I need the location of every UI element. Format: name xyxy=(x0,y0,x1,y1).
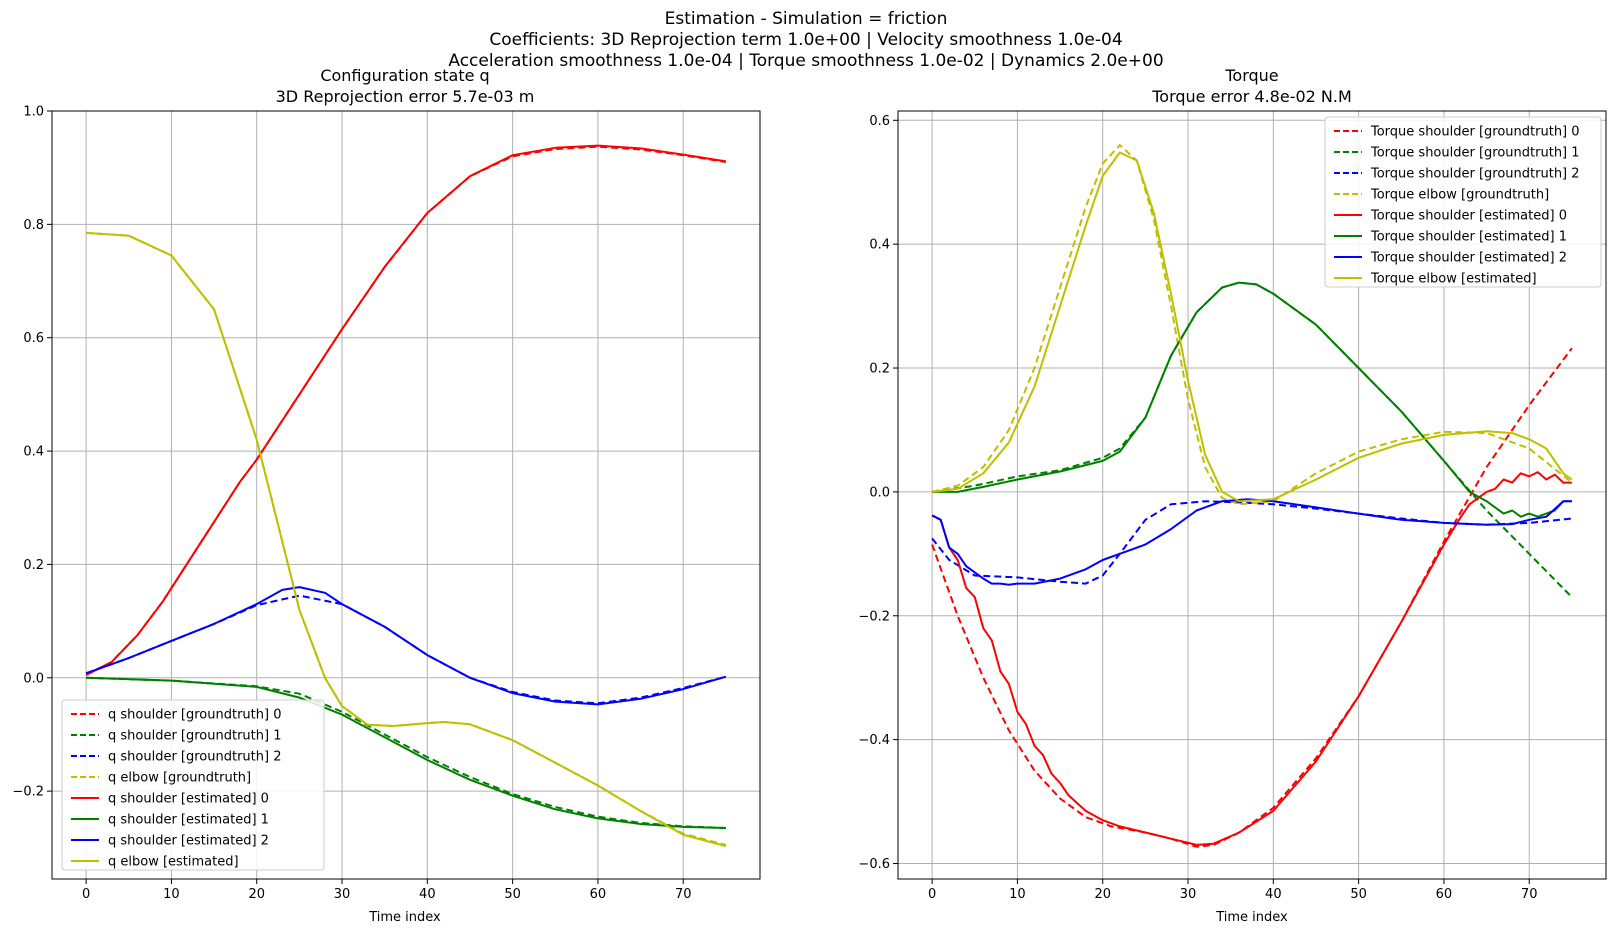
left-x-tick-label-40: 40 xyxy=(419,887,436,902)
left-x-tick-label-0: 0 xyxy=(82,887,90,902)
right-legend-label-torque-shoulder-groundtruth-1: Torque shoulder [groundtruth] 1 xyxy=(1370,146,1580,161)
right-plot-y-ticks: −0.6 −0.4 −0.2 0.0 0.2 0.4 0.6 xyxy=(858,114,898,872)
right-x-tick-label-60: 60 xyxy=(1436,887,1453,902)
left-y-tick-label-3: 0.4 xyxy=(23,445,44,460)
right-series-torque-shoulder-estimated-2 xyxy=(931,498,1572,586)
right-x-tick-label-20: 20 xyxy=(1094,887,1111,902)
suptitle-line-3: Acceleration smoothness 1.0e-04 | Torque… xyxy=(448,51,1163,71)
right-x-tick-label-50: 50 xyxy=(1350,887,1367,902)
right-series-torque-elbow-groundtruth xyxy=(931,144,1573,506)
right-series-torque-shoulder-groundtruth-2 xyxy=(931,500,1573,585)
right-series-torque-shoulder-groundtruth-0 xyxy=(931,347,1573,848)
left-series-q-shoulder-estimated-1 xyxy=(86,676,726,829)
left-legend-label-q-shoulder-estimated-0: q shoulder [estimated] 0 xyxy=(108,792,269,807)
left-legend-label-q-shoulder-groundtruth-2: q shoulder [groundtruth] 2 xyxy=(108,750,282,765)
right-x-tick-label-0: 0 xyxy=(928,887,936,902)
left-y-tick-label-2: 0.2 xyxy=(23,558,44,573)
left-series-q-shoulder-groundtruth-2 xyxy=(85,594,727,705)
right-y-tick-label-6: 0.6 xyxy=(869,114,890,129)
right-y-tick-label-0: −0.6 xyxy=(858,857,890,872)
left-plot-x-axis-label: Time index xyxy=(368,910,441,925)
right-y-tick-label-4: 0.2 xyxy=(869,362,890,377)
left-series-q-shoulder-groundtruth-0 xyxy=(85,145,727,676)
right-series-torque-elbow-estimated xyxy=(931,151,1573,503)
right-plot-x-ticks: 0 10 20 30 40 50 60 70 xyxy=(928,879,1538,902)
right-legend-label-torque-shoulder-groundtruth-2: Torque shoulder [groundtruth] 2 xyxy=(1370,167,1580,182)
left-plot-y-ticks: −0.2 0.0 0.2 0.4 0.6 0.8 1.0 xyxy=(12,105,52,800)
left-legend-label-q-shoulder-groundtruth-1: q shoulder [groundtruth] 1 xyxy=(108,729,282,744)
right-y-tick-label-1: −0.4 xyxy=(858,733,890,748)
left-series-q-shoulder-estimated-0 xyxy=(85,144,727,676)
left-y-tick-label-1: 0.0 xyxy=(23,671,44,686)
right-plot-frame xyxy=(897,110,1607,880)
left-y-tick-label-6: 1.0 xyxy=(23,105,44,120)
left-legend-box xyxy=(61,699,325,871)
left-plot-subtitle: 3D Reprojection error 5.7e-03 m xyxy=(276,87,535,106)
right-plot: Torque Torque error 4.8e-02 N.M 0 10 20 30 4… xyxy=(858,66,1607,925)
left-plot-frame xyxy=(51,110,761,880)
suptitle-line-2: Coefficients: 3D Reprojection term 1.0e+… xyxy=(489,30,1122,50)
left-plot-series xyxy=(85,144,727,848)
left-plot: Configuration state q 3D Reprojection er… xyxy=(12,66,761,925)
right-legend-label-torque-shoulder-estimated-2: Torque shoulder [estimated] 2 xyxy=(1370,251,1567,266)
right-x-tick-label-30: 30 xyxy=(1180,887,1197,902)
right-y-tick-label-3: 0.0 xyxy=(869,485,890,500)
right-legend-label-torque-shoulder-estimated-0: Torque shoulder [estimated] 0 xyxy=(1370,209,1567,224)
right-legend-label-torque-elbow-estimated: Torque elbow [estimated] xyxy=(1370,272,1537,287)
left-legend-label-q-shoulder-estimated-2: q shoulder [estimated] 2 xyxy=(108,834,269,849)
right-y-tick-label-2: −0.2 xyxy=(858,609,890,624)
left-legend-label-q-shoulder-estimated-1: q shoulder [estimated] 1 xyxy=(108,813,269,828)
right-plot-title: Torque xyxy=(1224,66,1278,85)
left-plot-legend: q shoulder [groundtruth] 0 q shoulder [gr… xyxy=(61,699,325,871)
right-legend-label-torque-shoulder-estimated-1: Torque shoulder [estimated] 1 xyxy=(1370,230,1567,245)
left-series-q-shoulder-groundtruth-1 xyxy=(86,676,726,829)
right-series-torque-shoulder-estimated-0 xyxy=(931,471,1572,846)
left-x-tick-label-30: 30 xyxy=(334,887,351,902)
right-y-tick-label-5: 0.4 xyxy=(869,238,890,253)
left-y-tick-label-4: 0.6 xyxy=(23,331,44,346)
left-x-tick-label-60: 60 xyxy=(590,887,607,902)
right-legend-label-torque-shoulder-groundtruth-0: Torque shoulder [groundtruth] 0 xyxy=(1370,125,1580,140)
left-x-tick-label-10: 10 xyxy=(163,887,180,902)
right-plot-subtitle: Torque error 4.8e-02 N.M xyxy=(1151,87,1352,106)
left-plot-grid xyxy=(52,110,760,879)
right-legend-box xyxy=(1324,116,1602,288)
right-plot-x-axis-label: Time index xyxy=(1215,910,1288,925)
left-legend-label-q-elbow-estimated: q elbow [estimated] xyxy=(108,855,239,870)
right-plot-series xyxy=(931,144,1573,848)
left-y-tick-label-5: 0.8 xyxy=(23,218,44,233)
right-x-tick-label-40: 40 xyxy=(1265,887,1282,902)
right-x-tick-label-70: 70 xyxy=(1521,887,1538,902)
suptitle-line-1: Estimation - Simulation = friction xyxy=(665,9,948,29)
left-plot-x-ticks: 0 10 20 30 40 50 60 70 xyxy=(82,879,692,902)
left-x-tick-label-50: 50 xyxy=(504,887,521,902)
left-x-tick-label-70: 70 xyxy=(675,887,692,902)
right-x-tick-label-10: 10 xyxy=(1009,887,1026,902)
left-legend-label-q-elbow-groundtruth: q elbow [groundtruth] xyxy=(108,771,251,786)
right-plot-legend: Torque shoulder [groundtruth] 0 Torque sh… xyxy=(1324,116,1602,288)
left-plot-title: Configuration state q xyxy=(320,66,489,85)
right-series-torque-shoulder-estimated-1 xyxy=(932,281,1572,518)
left-series-q-shoulder-estimated-2 xyxy=(85,586,727,706)
right-series-torque-shoulder-groundtruth-1 xyxy=(931,281,1573,598)
left-legend-label-q-shoulder-groundtruth-0: q shoulder [groundtruth] 0 xyxy=(108,708,282,723)
left-y-tick-label-0: −0.2 xyxy=(12,785,44,800)
left-series-q-elbow-estimated xyxy=(86,231,727,848)
left-x-tick-label-20: 20 xyxy=(248,887,265,902)
right-legend-label-torque-elbow-groundtruth: Torque elbow [groundtruth] xyxy=(1370,188,1549,203)
